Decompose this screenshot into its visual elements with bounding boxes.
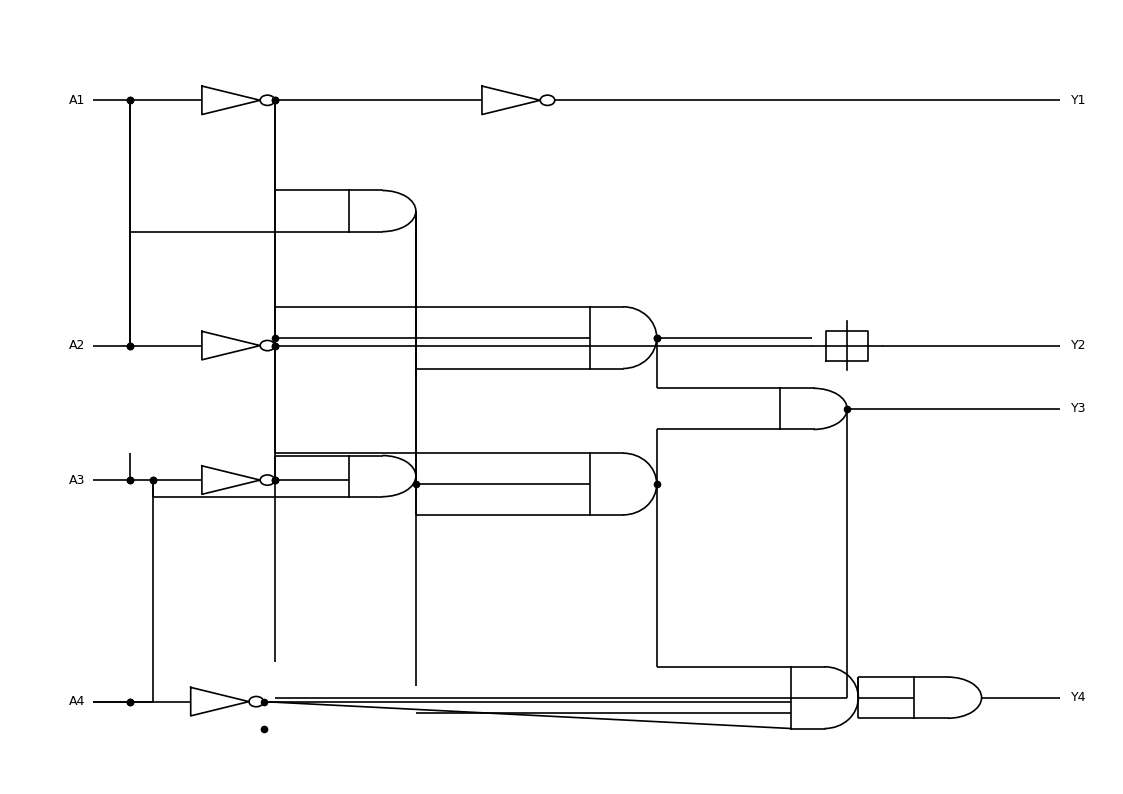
Text: Y3: Y3: [1071, 403, 1087, 415]
Text: A4: A4: [69, 695, 85, 708]
Text: Y2: Y2: [1071, 339, 1087, 352]
Text: Y4: Y4: [1071, 691, 1087, 704]
Text: A1: A1: [69, 94, 85, 106]
Text: A2: A2: [69, 339, 85, 352]
Text: Y1: Y1: [1071, 94, 1087, 106]
Text: A3: A3: [69, 473, 85, 487]
